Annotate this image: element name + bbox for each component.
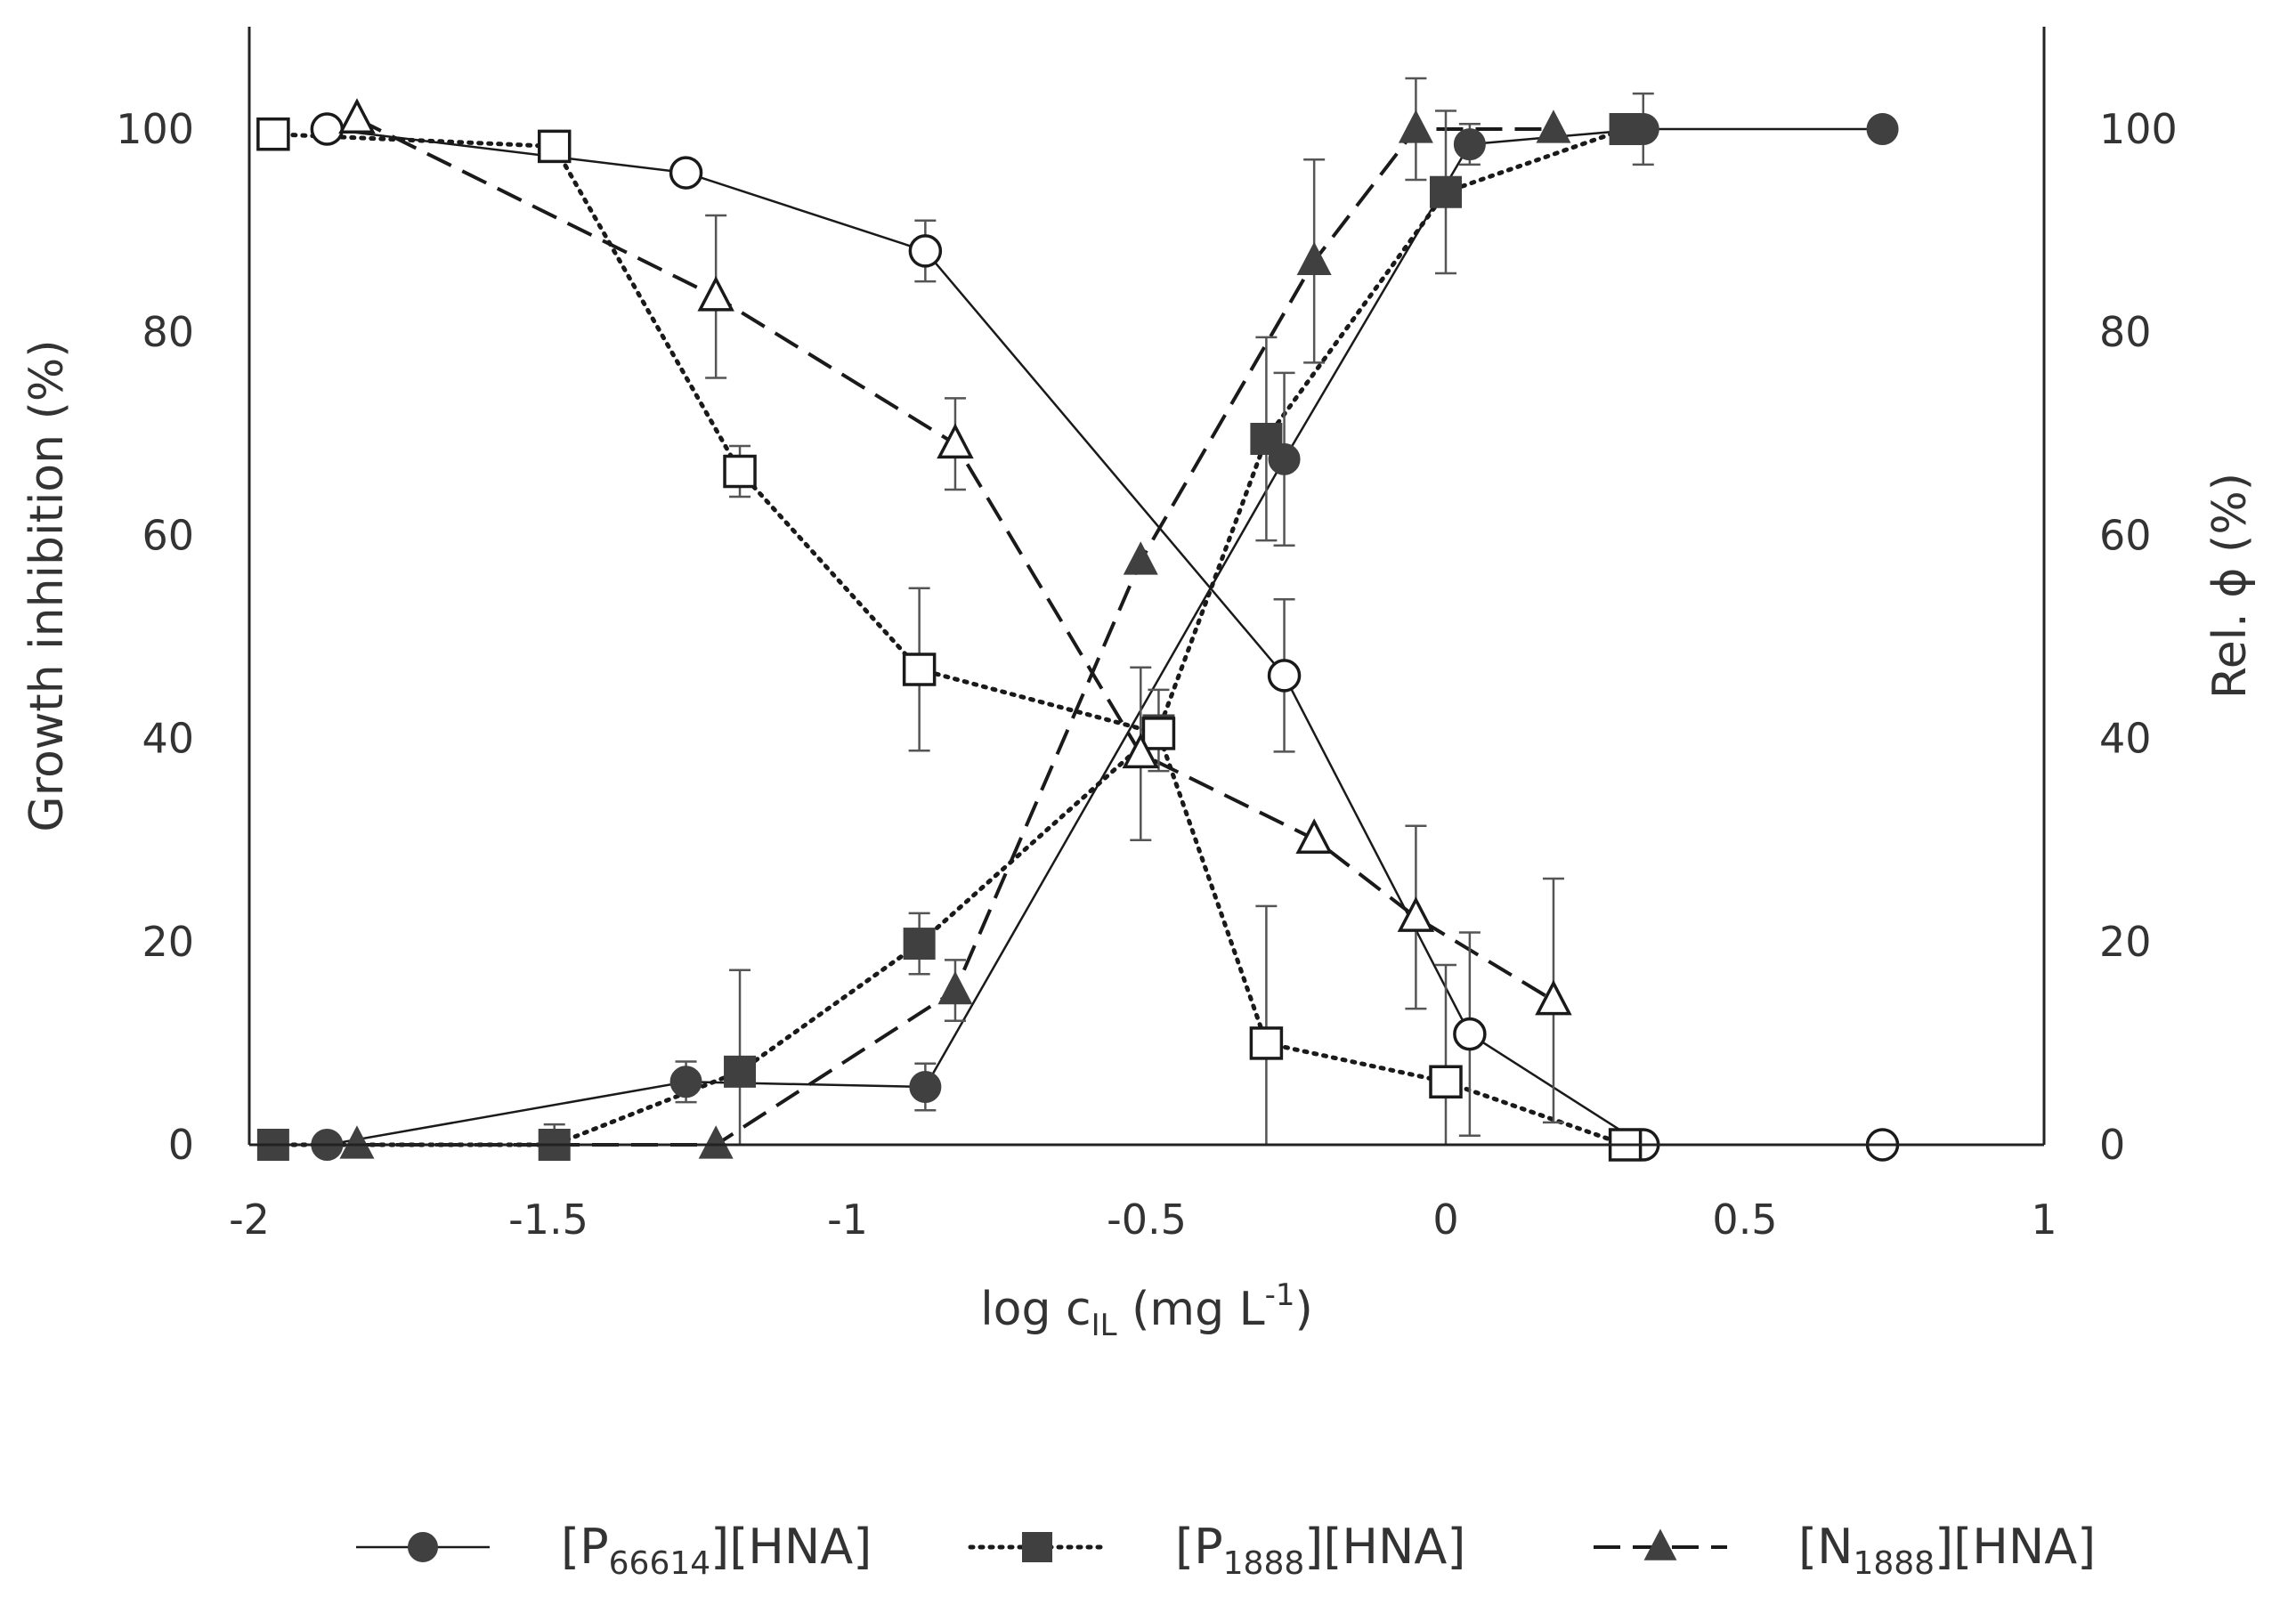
- series-1-filled-point: [1430, 175, 1462, 208]
- y-right-tick-labels: 0 20 40 60 80 100: [2099, 105, 2178, 1169]
- x-tick-label: 0.5: [1712, 1196, 1777, 1244]
- series-0-filled-line: [327, 127, 1883, 1147]
- series-2-filled-point: [1398, 109, 1433, 143]
- series-2-open-point: [338, 98, 376, 134]
- series-0-filled-point: [1453, 128, 1486, 161]
- x-axis-title: log cIL (mg L-1): [980, 1277, 1313, 1343]
- series-0-open-line: [327, 127, 1883, 1147]
- series-1-filled-line: [271, 126, 1628, 1147]
- series-1-filled-point: [1609, 113, 1642, 145]
- series-1-open-point: [1141, 717, 1176, 750]
- legend-label-2: [N1888][HNA]: [1798, 1519, 2096, 1582]
- x-tick-label: -2: [229, 1196, 270, 1244]
- series-2-filled-point: [1123, 541, 1158, 575]
- series-0-filled-point: [1866, 113, 1899, 145]
- series-2-filled-point: [698, 1125, 734, 1159]
- x-tick-label: -1.5: [508, 1196, 588, 1244]
- series-0-open-point: [1267, 659, 1302, 693]
- series-0-open-point: [669, 156, 703, 190]
- y-left-tick-label: 60: [142, 511, 194, 559]
- y-left-tick-label: 20: [142, 918, 194, 966]
- legend-label-1: [P1888][HNA]: [1175, 1519, 1465, 1582]
- series-2-filled-point: [1536, 109, 1571, 143]
- y-right-tick-label: 40: [2099, 715, 2152, 763]
- series-lines: [271, 117, 1883, 1147]
- legend: [P66614][HNA] [P1888][HNA] [N1888][HNA]: [356, 1519, 2096, 1582]
- series-1-open-point: [537, 129, 572, 164]
- y-left-tick-label: 40: [142, 715, 194, 763]
- legend-marker-1: [1022, 1532, 1052, 1562]
- series-2-filled-point: [1296, 241, 1332, 275]
- y-right-tick-label: 0: [2099, 1121, 2125, 1169]
- series-1-open-point: [256, 117, 290, 151]
- y-left-tick-label: 0: [168, 1121, 194, 1169]
- legend-item-1: [P1888][HNA]: [968, 1519, 1465, 1582]
- series-2-filled-point: [937, 970, 973, 1005]
- series-2-open-point: [1535, 979, 1572, 1016]
- y-right-axis-title: Rel. ϕ (%): [2203, 473, 2257, 699]
- series-1-filled-point: [724, 1055, 757, 1088]
- series-2-open-line: [356, 117, 1555, 1002]
- series-2-open-point: [1122, 733, 1160, 769]
- series-1-open-point: [723, 454, 757, 489]
- y-right-tick-label: 20: [2099, 918, 2152, 966]
- y-left-tick-label: 80: [142, 308, 194, 356]
- series-1-open-point: [1429, 1065, 1463, 1099]
- series-1-filled-point: [903, 928, 936, 961]
- y-left-axis-title: Growth inhibition (%): [20, 339, 74, 831]
- series-0-open-point: [908, 234, 943, 268]
- series-1-open-point: [1249, 1026, 1284, 1060]
- series-2-open-point: [1397, 896, 1435, 932]
- x-tick-label: 1: [2031, 1196, 2057, 1244]
- series-0-filled-point: [909, 1070, 942, 1103]
- legend-label-0: [P66614][HNA]: [561, 1519, 872, 1582]
- x-tick-label: -0.5: [1107, 1196, 1187, 1244]
- series-1-open-errorbar: [1435, 963, 1456, 1147]
- series-2-open-point: [1295, 818, 1333, 854]
- error-bars: [543, 77, 1654, 1147]
- series-2-open-point: [697, 275, 734, 312]
- series-markers: [256, 98, 1900, 1162]
- legend-marker-0: [408, 1532, 438, 1562]
- series-0-filled-point: [669, 1066, 702, 1098]
- series-1-filled-point: [1250, 423, 1283, 456]
- series-1-open-line: [271, 132, 1628, 1147]
- series-2-open-point: [937, 423, 974, 459]
- series-0-open-point: [310, 112, 345, 146]
- y-right-tick-label: 100: [2099, 105, 2178, 153]
- legend-marker-2: [1643, 1528, 1677, 1560]
- legend-item-2: [N1888][HNA]: [1594, 1519, 2096, 1582]
- legend-item-0: [P66614][HNA]: [356, 1519, 872, 1582]
- y-right-tick-label: 80: [2099, 308, 2152, 356]
- series-1-open-point: [902, 653, 937, 686]
- x-tick-label: -1: [827, 1196, 868, 1244]
- x-tick-labels: -2 -1.5 -1 -0.5 0 0.5 1: [229, 1196, 2057, 1244]
- series-0-open-point: [1453, 1017, 1487, 1051]
- y-left-tick-labels: 0 20 40 60 80 100: [116, 105, 194, 1169]
- axes: [247, 27, 2046, 1147]
- x-tick-label: 0: [1432, 1196, 1458, 1244]
- y-right-tick-label: 60: [2099, 511, 2152, 559]
- series-2-filled-point: [339, 1125, 375, 1159]
- y-left-tick-label: 100: [116, 105, 194, 153]
